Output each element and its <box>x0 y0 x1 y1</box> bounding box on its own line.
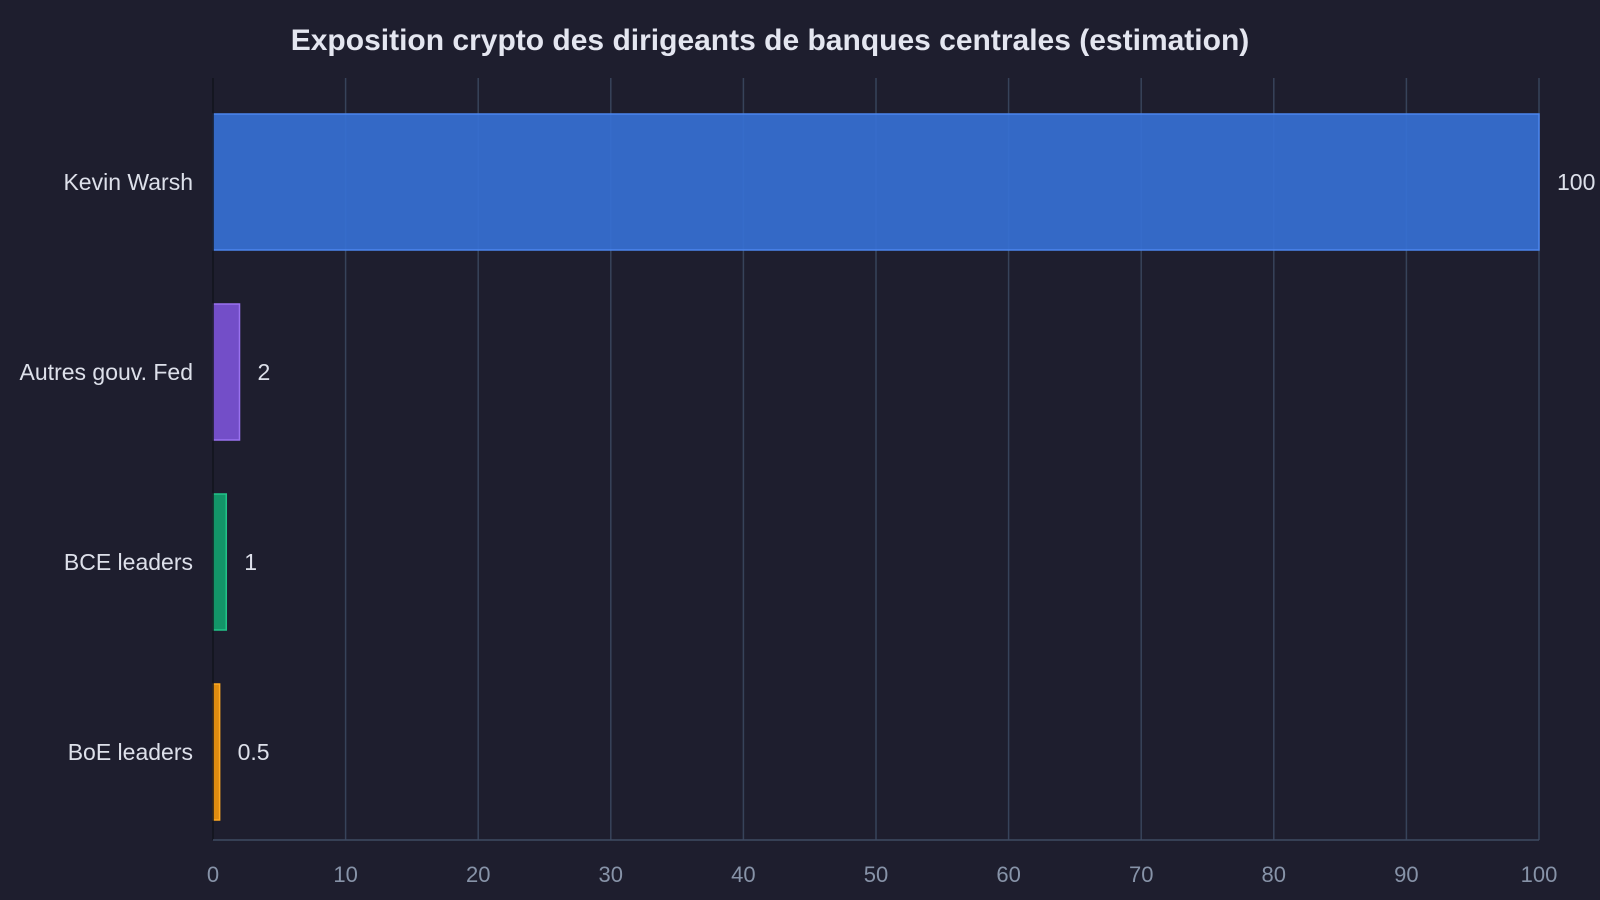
category-label: BoE leaders <box>68 739 193 765</box>
bars <box>212 113 1540 821</box>
bar <box>212 493 228 631</box>
value-label: 2 <box>258 359 271 385</box>
value-label: 1 <box>244 549 257 575</box>
category-label: BCE leaders <box>64 549 193 575</box>
bar <box>212 303 241 441</box>
x-tick-label: 50 <box>864 862 888 887</box>
value-labels: 100 2 1 0.5 <box>238 169 1596 765</box>
category-label: Kevin Warsh <box>63 169 193 195</box>
x-tick-label: 0 <box>207 862 219 887</box>
x-tick-label: 10 <box>333 862 357 887</box>
x-axis: 0 10 20 30 40 50 60 70 80 90 100 <box>207 78 1557 887</box>
x-tick-label: 20 <box>466 862 490 887</box>
x-tick-label: 30 <box>599 862 623 887</box>
category-labels: Kevin Warsh Autres gouv. Fed BCE leaders Bo… <box>20 169 193 765</box>
bar <box>212 113 1540 251</box>
category-label: Autres gouv. Fed <box>20 359 193 385</box>
value-label: 100 <box>1557 169 1595 195</box>
x-tick-label: 90 <box>1394 862 1418 887</box>
x-tick-label: 40 <box>731 862 755 887</box>
bar <box>212 683 221 821</box>
chart-title: Exposition crypto des dirigeants de banq… <box>291 24 1250 57</box>
value-label: 0.5 <box>238 739 270 765</box>
x-tick-label: 80 <box>1262 862 1286 887</box>
x-tick-label: 60 <box>996 862 1020 887</box>
x-tick-label: 70 <box>1129 862 1153 887</box>
x-tick-label: 100 <box>1521 862 1558 887</box>
